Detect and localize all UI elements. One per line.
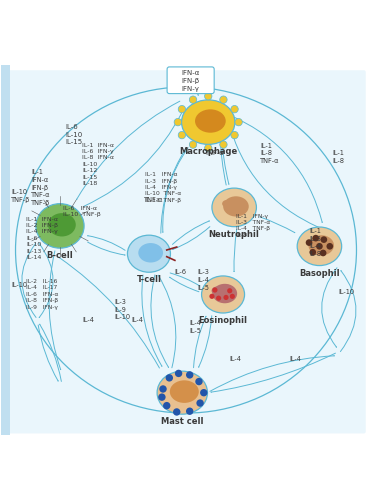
Text: IL-2   IL-16
IL-4   IL-17
IL-6   IFN-α
IL-8   IFN-β
IL-9   IFN-γ: IL-2 IL-16 IL-4 IL-17 IL-6 IFN-α IL-8 IF… [26,279,58,310]
Circle shape [178,106,186,113]
Circle shape [327,243,333,250]
Ellipse shape [157,371,208,414]
Text: Eosinophil: Eosinophil [199,316,247,325]
Text: IL-4: IL-4 [289,356,301,362]
Ellipse shape [128,235,170,272]
Ellipse shape [212,284,237,304]
Ellipse shape [36,204,84,248]
Circle shape [235,118,242,126]
Circle shape [316,243,323,250]
Circle shape [220,141,227,148]
Text: IL-1
IL-3
IL-4
IL-8: IL-1 IL-3 IL-4 IL-8 [309,228,321,257]
Ellipse shape [222,200,231,207]
Circle shape [186,371,193,378]
Text: IL-3
IL-4
IL-5: IL-3 IL-4 IL-5 [197,270,209,291]
Text: IL-1  IFN-α
IL-6  IFN-γ
IL-8  IFN-α
IL-10
IL-12
IL-15
IL-18: IL-1 IFN-α IL-6 IFN-γ IL-8 IFN-α IL-10 I… [82,142,114,186]
Text: IL-1   IFN-γ
IL-3   TNF-α
IL-4   TNF-β
IL-8: IL-1 IFN-γ IL-3 TNF-α IL-4 TNF-β IL-8 [236,214,270,238]
Circle shape [320,250,327,256]
Circle shape [196,400,204,407]
Circle shape [178,132,186,139]
Circle shape [312,235,319,242]
Circle shape [310,249,316,256]
Circle shape [209,294,215,299]
Text: IL-10
TNF-β: IL-10 TNF-β [11,189,31,202]
Text: TNF-α: TNF-α [144,198,164,203]
Ellipse shape [223,285,232,293]
Circle shape [195,378,203,386]
Text: IL-4: IL-4 [82,318,94,324]
Ellipse shape [202,276,244,313]
Text: Neutrophil: Neutrophil [209,230,260,238]
Text: Mast cell: Mast cell [161,417,203,426]
Text: IL-6: IL-6 [174,268,186,274]
Circle shape [306,240,312,246]
Circle shape [189,141,197,148]
Text: IL-6   IFN-α
IL-10  TNF-β: IL-6 IFN-α IL-10 TNF-β [63,206,101,217]
Text: IL-6
IL-10
IL-15: IL-6 IL-10 IL-15 [65,124,83,146]
Text: Basophil: Basophil [299,268,340,278]
Text: Macrophage: Macrophage [179,148,237,156]
Circle shape [216,296,221,301]
Circle shape [189,96,197,104]
Circle shape [224,295,229,300]
Text: T-cell: T-cell [137,275,161,284]
Circle shape [227,288,232,294]
Circle shape [174,118,182,126]
Text: IL-1
IL-8: IL-1 IL-8 [333,150,344,164]
Text: IL-3
IL-9
IL-10: IL-3 IL-9 IL-10 [115,299,131,320]
Ellipse shape [138,243,163,262]
Circle shape [163,402,170,409]
Text: IL-1
IFN-α
IFN-β
TNF-α
TNF-β: IL-1 IFN-α IFN-β TNF-α TNF-β [31,169,51,206]
Text: B-cell: B-cell [46,251,73,260]
Text: IL-4
IL-5: IL-4 IL-5 [190,320,202,334]
Circle shape [220,96,227,104]
Circle shape [321,236,327,243]
Text: IL-10: IL-10 [339,289,355,295]
Circle shape [205,144,212,152]
Ellipse shape [297,227,341,266]
Text: IL-4: IL-4 [230,356,242,362]
Circle shape [200,389,208,396]
Circle shape [231,132,238,139]
Circle shape [173,408,180,416]
Ellipse shape [170,380,199,403]
Bar [1,64,10,436]
Circle shape [212,288,218,292]
Text: IL-4: IL-4 [131,318,143,324]
FancyBboxPatch shape [3,70,366,434]
Ellipse shape [223,196,249,216]
Circle shape [205,92,212,100]
Text: IL-1
IL-8
TNF-α: IL-1 IL-8 TNF-α [260,142,280,164]
Ellipse shape [182,100,235,144]
Text: TNF-α: TNF-α [205,150,225,156]
Circle shape [159,386,167,392]
Text: IL-1  IFN-α
IL-2  IFN-β
IL-4  IFN-γ
IL-6
IL-10
IL-13
IL-14: IL-1 IFN-α IL-2 IFN-β IL-4 IFN-γ IL-6 IL… [26,216,58,260]
Ellipse shape [237,202,246,209]
Text: IL-1   IFN-α
IL-3   IFN-β
IL-4   IFN-γ
IL-10  TNF-α
IL-13  TNF-β: IL-1 IFN-α IL-3 IFN-β IL-4 IFN-γ IL-10 T… [145,172,182,203]
Circle shape [175,370,182,377]
Circle shape [230,294,235,299]
Circle shape [231,106,238,113]
Ellipse shape [212,188,256,226]
Text: IFN-α
IFN-β
IFN-γ: IFN-α IFN-β IFN-γ [182,70,200,92]
Circle shape [158,394,166,401]
Ellipse shape [230,198,239,205]
Ellipse shape [212,286,221,295]
Ellipse shape [195,110,226,132]
Text: IL-10: IL-10 [11,282,27,288]
FancyBboxPatch shape [167,67,214,94]
Circle shape [186,408,193,415]
Circle shape [166,374,173,382]
Ellipse shape [308,235,334,256]
Ellipse shape [48,213,76,236]
